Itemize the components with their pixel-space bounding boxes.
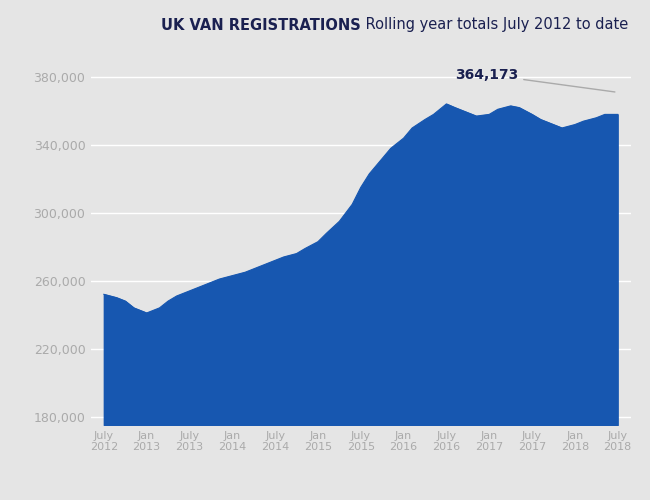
Text: Rolling year totals July 2012 to date: Rolling year totals July 2012 to date — [361, 18, 628, 32]
Text: 364,173: 364,173 — [455, 68, 615, 92]
Text: UK VAN REGISTRATIONS: UK VAN REGISTRATIONS — [161, 18, 361, 32]
